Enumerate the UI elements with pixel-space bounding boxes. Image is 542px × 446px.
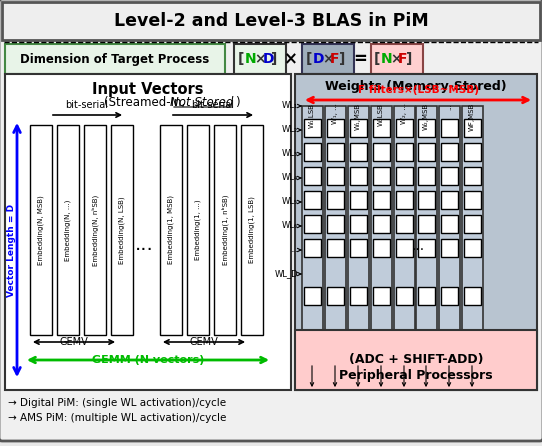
Text: Embedding(1, nᵇSB): Embedding(1, nᵇSB) (221, 195, 229, 265)
Bar (304, 191, 321, 209)
Text: ]: ] (406, 52, 412, 66)
Text: D: D (263, 52, 274, 66)
Bar (302, 44, 354, 74)
Bar (441, 143, 458, 161)
Bar (418, 119, 435, 137)
Bar (350, 215, 367, 233)
Bar (373, 239, 390, 257)
Bar (441, 119, 458, 137)
Text: [: [ (374, 52, 380, 66)
Text: ...: ... (446, 103, 452, 110)
Text: Peripheral Processors: Peripheral Processors (339, 368, 493, 381)
Bar (396, 167, 413, 185)
Text: ): ) (235, 96, 240, 109)
Bar (5, 44, 225, 74)
Text: [: [ (306, 52, 312, 66)
Bar (350, 167, 367, 185)
Bar (396, 143, 413, 161)
Bar (373, 287, 390, 305)
Bar (350, 191, 367, 209)
Bar (57, 125, 79, 335)
Bar (373, 215, 390, 233)
Bar (327, 167, 344, 185)
Text: ×: × (254, 52, 266, 66)
Bar (304, 287, 321, 305)
Bar (327, 143, 344, 161)
Text: WL₅: WL₅ (282, 198, 298, 206)
Bar (418, 191, 435, 209)
Bar (160, 125, 182, 335)
Text: Embedding(1, ...): Embedding(1, ...) (195, 200, 201, 260)
Bar (5, 74, 291, 390)
Text: W₁, ...: W₁, ... (332, 103, 338, 124)
Text: GEMV: GEMV (60, 337, 88, 347)
Bar (371, 106, 392, 330)
Bar (396, 119, 413, 137)
Text: Level-2 and Level-3 BLAS in PiM: Level-2 and Level-3 BLAS in PiM (114, 12, 428, 30)
Bar (373, 119, 390, 137)
Text: Embedding(1, LSB): Embedding(1, LSB) (249, 197, 255, 264)
Bar (464, 143, 481, 161)
Text: ]: ] (271, 52, 278, 66)
Text: ×: × (390, 52, 402, 66)
Bar (327, 287, 344, 305)
Text: [: [ (238, 52, 244, 66)
Bar (327, 215, 344, 233)
Text: WL₂: WL₂ (282, 125, 298, 135)
Text: N: N (245, 52, 256, 66)
Text: F filters×(LSB~MSB): F filters×(LSB~MSB) (358, 85, 479, 95)
Bar (418, 239, 435, 257)
Text: W₂, ...: W₂, ... (401, 103, 407, 124)
Bar (302, 106, 323, 330)
Text: → Digital PiM: (single WL activation)/cycle: → Digital PiM: (single WL activation)/cy… (8, 398, 226, 408)
Bar (418, 167, 435, 185)
Text: W₁,MSB: W₁,MSB (355, 103, 361, 130)
Bar (396, 287, 413, 305)
Text: F: F (398, 52, 408, 66)
Text: Embedding(1, MSB): Embedding(1, MSB) (168, 195, 174, 264)
Text: (ADC + SHIFT-ADD): (ADC + SHIFT-ADD) (349, 354, 483, 367)
Text: Embedding(N, ...): Embedding(N, ...) (64, 199, 71, 261)
Bar (187, 125, 209, 335)
Bar (295, 330, 537, 390)
Bar (373, 143, 390, 161)
Bar (350, 119, 367, 137)
Bar (464, 287, 481, 305)
Bar (350, 239, 367, 257)
Bar (441, 287, 458, 305)
Bar (325, 106, 346, 330)
Text: → AMS PiM: (multiple WL activation)/cycle: → AMS PiM: (multiple WL activation)/cycl… (8, 413, 227, 423)
Text: Dimension of Target Process: Dimension of Target Process (21, 53, 210, 66)
Bar (348, 106, 369, 330)
Text: ]: ] (339, 52, 345, 66)
Bar (373, 167, 390, 185)
Bar (464, 215, 481, 233)
Text: ···: ··· (411, 243, 424, 257)
Bar (418, 287, 435, 305)
Bar (304, 215, 321, 233)
Bar (396, 215, 413, 233)
Text: N: N (381, 52, 392, 66)
Bar (327, 119, 344, 137)
Bar (394, 106, 415, 330)
Bar (396, 191, 413, 209)
Text: WL₆: WL₆ (282, 222, 298, 231)
Text: ···: ··· (134, 240, 153, 260)
Bar (418, 143, 435, 161)
Bar (327, 191, 344, 209)
Text: W₂,MSB: W₂,MSB (423, 103, 429, 130)
Text: ×: × (322, 52, 334, 66)
Bar (234, 44, 286, 74)
Bar (304, 167, 321, 185)
Text: Embedding(N, LSB): Embedding(N, LSB) (119, 196, 125, 264)
Bar (327, 239, 344, 257)
Bar (418, 215, 435, 233)
Bar (441, 239, 458, 257)
Bar (373, 191, 390, 209)
Bar (439, 106, 460, 330)
Bar (464, 239, 481, 257)
Bar (2, 2, 540, 40)
Text: bit-serial: bit-serial (191, 100, 235, 110)
Text: Not Stored: Not Stored (170, 96, 234, 109)
